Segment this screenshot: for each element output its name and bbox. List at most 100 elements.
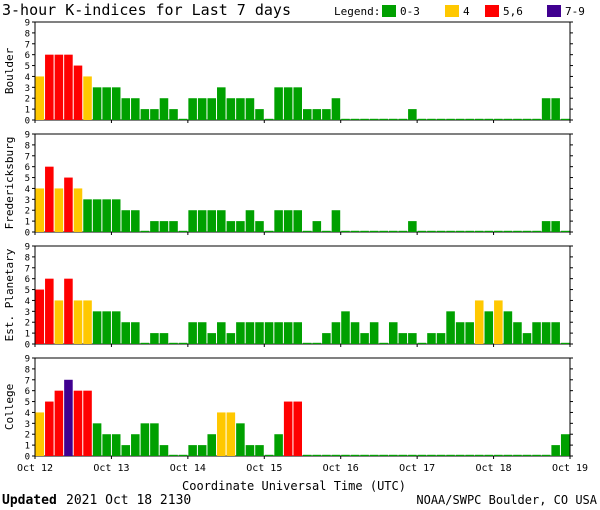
- bar-fredericksburg: [494, 230, 503, 232]
- bar-boulder: [274, 87, 283, 120]
- bar-college: [417, 454, 427, 456]
- bar-boulder: [436, 118, 446, 120]
- bar-college: [551, 445, 560, 456]
- bar-boulder: [255, 109, 264, 120]
- bar-fredericksburg: [83, 199, 92, 232]
- y-tick-label: 2: [25, 319, 30, 329]
- bar-boulder: [102, 87, 111, 120]
- panel-frame: [34, 21, 571, 121]
- bar-fredericksburg: [293, 210, 302, 232]
- x-tick-label: Oct 16: [323, 463, 359, 474]
- series-label-est-planetary: Est. Planetary: [3, 248, 16, 341]
- bar-boulder: [379, 118, 388, 120]
- bar-boulder: [111, 87, 121, 120]
- bar-college: [436, 454, 446, 456]
- bar-boulder: [236, 98, 245, 120]
- bar-est-planetary: [312, 342, 322, 344]
- bar-college: [398, 454, 408, 456]
- y-tick-label: 9: [25, 355, 30, 365]
- bar-fredericksburg: [427, 230, 436, 232]
- bar-boulder: [207, 98, 217, 120]
- bar-boulder: [73, 65, 83, 120]
- bar-boulder: [283, 87, 293, 120]
- y-tick-label: 0: [25, 117, 30, 127]
- bar-boulder: [178, 118, 188, 120]
- bar-fredericksburg: [369, 230, 379, 232]
- bar-est-planetary: [369, 322, 379, 344]
- bar-est-planetary: [503, 311, 513, 344]
- bar-college: [293, 401, 302, 456]
- bar-fredericksburg: [121, 210, 131, 232]
- bar-est-planetary: [159, 333, 169, 344]
- bar-fredericksburg: [159, 221, 169, 232]
- bar-est-planetary: [379, 342, 388, 344]
- panels: 0123456789Boulder0123456789Fredericksbur…: [3, 19, 588, 475]
- bar-fredericksburg: [283, 210, 293, 232]
- bar-est-planetary: [484, 311, 494, 344]
- bar-fredericksburg: [236, 221, 245, 232]
- bar-boulder: [322, 109, 331, 120]
- bar-est-planetary: [283, 322, 293, 344]
- bar-fredericksburg: [522, 230, 532, 232]
- bar-fredericksburg: [350, 230, 360, 232]
- bar-est-planetary: [446, 311, 455, 344]
- x-tick-label: Oct 15: [246, 463, 282, 474]
- bar-college: [513, 454, 522, 456]
- bar-fredericksburg: [398, 230, 408, 232]
- bar-est-planetary: [532, 322, 541, 344]
- bar-est-planetary: [197, 322, 207, 344]
- y-tick-label: 2: [25, 431, 30, 441]
- y-tick-label: 8: [25, 253, 30, 263]
- y-tick-label: 4: [25, 297, 30, 307]
- panel-frame: [34, 357, 571, 457]
- x-tick-label: Oct 14: [170, 463, 206, 474]
- y-tick-label: 7: [25, 376, 30, 386]
- chart-title: 3-hour K-indices for Last 7 days: [2, 1, 291, 19]
- bar-fredericksburg: [503, 230, 513, 232]
- y-tick-label: 7: [25, 152, 30, 162]
- bar-fredericksburg: [331, 210, 341, 232]
- bar-est-planetary: [522, 333, 532, 344]
- legend-swatch-4: [445, 5, 459, 17]
- bar-college: [264, 454, 274, 456]
- bar-fredericksburg: [379, 230, 388, 232]
- y-tick-label: 1: [25, 106, 30, 116]
- y-tick-label: 7: [25, 40, 30, 50]
- bar-fredericksburg: [197, 210, 207, 232]
- bar-college: [274, 434, 283, 456]
- bar-boulder: [503, 118, 513, 120]
- bar-college: [45, 401, 54, 456]
- bar-boulder: [474, 118, 484, 120]
- legend-swatch-5-6: [485, 5, 499, 17]
- bar-college: [131, 434, 140, 456]
- bar-est-planetary: [417, 342, 427, 344]
- bar-boulder: [446, 118, 455, 120]
- bar-est-planetary: [207, 333, 217, 344]
- bar-est-planetary: [236, 322, 245, 344]
- bar-college: [150, 423, 159, 456]
- bar-college: [322, 454, 331, 456]
- bar-boulder: [360, 118, 369, 120]
- bar-fredericksburg: [178, 230, 188, 232]
- bar-boulder: [188, 98, 197, 120]
- bar-boulder: [513, 118, 522, 120]
- bar-fredericksburg: [92, 199, 102, 232]
- bar-college: [178, 454, 188, 456]
- y-tick-label: 0: [25, 341, 30, 351]
- bar-est-planetary: [169, 342, 178, 344]
- bar-college: [83, 390, 92, 456]
- bar-college: [236, 423, 245, 456]
- bar-college: [169, 454, 178, 456]
- y-tick-label: 9: [25, 131, 30, 141]
- bar-fredericksburg: [131, 210, 140, 232]
- bar-college: [455, 454, 465, 456]
- bar-fredericksburg: [226, 221, 236, 232]
- y-tick-label: 0: [25, 229, 30, 239]
- y-tick-label: 6: [25, 275, 30, 285]
- bar-est-planetary: [264, 322, 274, 344]
- bar-college: [102, 434, 111, 456]
- y-tick-label: 2: [25, 95, 30, 105]
- bar-college: [303, 454, 312, 456]
- bar-est-planetary: [427, 333, 436, 344]
